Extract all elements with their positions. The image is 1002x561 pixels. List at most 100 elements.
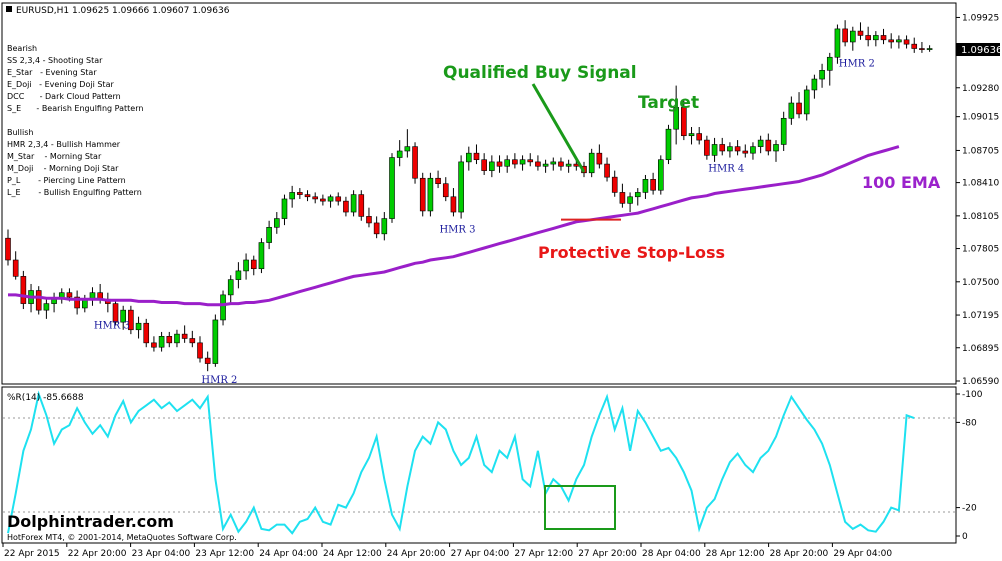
bear-candle <box>842 28 848 43</box>
wpr-tick-label: -80 <box>962 418 977 428</box>
bull-candle <box>220 294 226 321</box>
hammer-pattern-label: HMR 4 <box>708 163 744 174</box>
legend-bearish-item: E_Star - Evening Star <box>7 68 97 77</box>
bull-candle <box>811 78 818 91</box>
bull-candle <box>819 70 825 80</box>
qualified-buy-signal-label: Qualified Buy Signal <box>443 63 637 83</box>
bear-candle <box>151 342 157 348</box>
bull-candle <box>227 279 234 296</box>
bear-candle <box>880 35 887 41</box>
hammer-pattern-label: HMR 2 <box>201 375 237 386</box>
time-tick-label: 27 Apr 20:00 <box>578 549 637 559</box>
bull-candle <box>873 35 879 41</box>
bull-candle <box>281 198 288 219</box>
bear-candle <box>796 102 802 115</box>
bear-candle <box>112 303 119 323</box>
price-tick-label: 1.07500 <box>962 278 999 288</box>
bull-candle <box>120 309 126 323</box>
time-tick-label: 24 Apr 20:00 <box>387 549 446 559</box>
bull-candle <box>396 150 403 158</box>
hammer-pattern-label: HMR 3 <box>439 224 475 235</box>
bear-candle <box>74 296 80 309</box>
bear-candle <box>512 159 518 165</box>
williams-r-line <box>7 390 915 535</box>
time-tick-label: 28 Apr 20:00 <box>770 549 829 559</box>
bull-candle <box>711 144 718 156</box>
time-tick-label: 24 Apr 04:00 <box>259 549 318 559</box>
bear-candle <box>704 139 710 156</box>
bear-candle <box>765 139 772 152</box>
bear-candle <box>496 161 503 167</box>
bear-candle <box>419 177 426 212</box>
bull-candle <box>327 196 334 202</box>
price-tick-label: 1.07805 <box>962 245 999 255</box>
buy-signal-highlight-box <box>544 485 616 530</box>
legend-bullish-item: M_Doji - Morning Doji Star <box>7 164 119 173</box>
price-tick-label: 1.08410 <box>962 179 999 189</box>
bull-candle <box>634 192 641 198</box>
bull-candle <box>757 139 764 147</box>
bull-candle <box>489 161 495 171</box>
bear-candle <box>473 152 480 161</box>
price-axis: 1.09925 1.09636 1.09280 1.09015 1.08705 1.084… <box>956 13 999 387</box>
header-arrow <box>6 6 12 12</box>
bear-candle <box>865 35 871 41</box>
bear-candle <box>312 196 319 200</box>
bull-candle <box>458 161 464 213</box>
bear-candle <box>204 357 211 364</box>
buy-signal-pointer <box>531 83 586 173</box>
bull-candle <box>780 117 787 145</box>
price-tick-label: 1.07195 <box>962 311 999 321</box>
bull-candle <box>212 319 219 364</box>
bull-candle <box>465 152 472 163</box>
legend-bearish-item: E_Doji - Evening Doji Star <box>7 80 114 89</box>
price-tick-label: 1.09280 <box>962 84 999 94</box>
bear-candle <box>903 39 910 45</box>
bull-candle <box>896 39 902 43</box>
price-tick-label: 1.08705 <box>962 146 999 156</box>
bear-candle <box>343 200 349 213</box>
bear-candle <box>535 161 541 167</box>
time-tick-label: 22 Apr 20:00 <box>68 549 127 559</box>
time-tick-label: 27 Apr 04:00 <box>451 549 510 559</box>
bull-candle <box>642 179 649 193</box>
bear-candle <box>320 198 326 202</box>
bear-candle <box>304 194 311 198</box>
price-tick-label: 1.08105 <box>962 212 999 222</box>
bull-candle <box>266 226 272 243</box>
bear-candle <box>189 338 196 344</box>
legend-bullish-item: M_Star - Morning Star <box>7 152 102 161</box>
bear-candle <box>66 292 73 298</box>
bear-candle <box>5 237 11 261</box>
price-tick-label: 1.06895 <box>962 344 999 354</box>
bull-candle <box>565 163 572 167</box>
bear-candle <box>181 333 188 339</box>
bull-candle <box>588 152 595 174</box>
bear-candle <box>297 192 303 195</box>
bull-candle <box>665 128 672 161</box>
bull-candle <box>926 48 933 50</box>
time-tick-label: 23 Apr 12:00 <box>195 549 254 559</box>
bear-candle <box>650 179 656 191</box>
bear-candle <box>450 196 457 213</box>
bull-candle <box>773 144 779 152</box>
wpr-tick-label: 0 <box>962 532 968 542</box>
legend-bearish-item: S_E - Bearish Engulfing Pattern <box>7 104 143 113</box>
bull-candle <box>289 192 295 200</box>
time-tick-label: 22 Apr 2015 <box>4 549 60 559</box>
bull-candle <box>688 133 695 137</box>
bull-candle <box>803 89 810 115</box>
legend-bullish-item: P_L - Piercing Line Pattern <box>7 176 126 185</box>
bear-candle <box>197 342 203 359</box>
bull-candle <box>519 159 526 165</box>
bull-candle <box>235 270 242 280</box>
bear-candle <box>412 146 418 179</box>
legend-bullish-title: Bullish <box>7 128 33 137</box>
bull-candle <box>350 194 357 213</box>
current-price-label: 1.09636 <box>961 45 1002 56</box>
bull-candle <box>135 322 142 331</box>
indicator-panel-frame <box>1 386 957 544</box>
price-tick-label: 1.09015 <box>962 113 999 123</box>
bull-candle <box>673 107 679 130</box>
